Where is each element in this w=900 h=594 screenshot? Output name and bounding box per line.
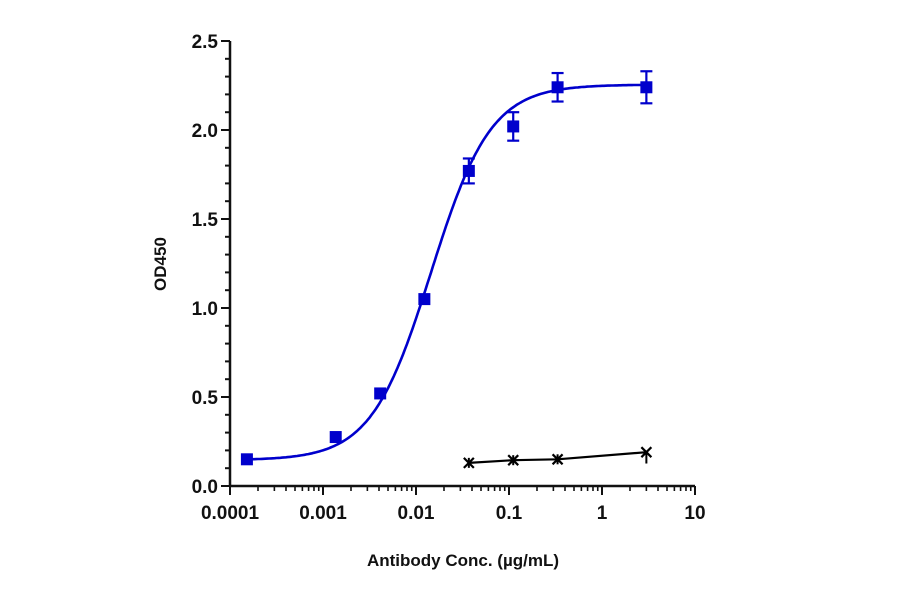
x-tick-label: 0.001: [299, 503, 347, 524]
data-point-asterisk: [463, 457, 475, 469]
fit-line-series-2: [468, 451, 647, 464]
x-axis: 0.0001 0.001 0.01 0.1 1 10: [201, 484, 706, 524]
data-point-asterisk: [640, 446, 653, 458]
data-point-asterisk: [551, 453, 564, 466]
x-tick-label: 0.1: [496, 503, 523, 524]
x-tick-label: 1: [597, 503, 608, 524]
x-tick-label: 0.0001: [201, 503, 260, 524]
y-tick-label: 1.5: [192, 210, 219, 231]
y-tick-label: 0.5: [192, 388, 219, 409]
y-tick-label: 1.0: [192, 299, 218, 320]
data-point-square: [507, 120, 520, 133]
data-point-asterisk: [507, 454, 519, 466]
y-axis: 0.0 0.5 1.0 1.5 2.0 2.5: [192, 32, 232, 498]
y-axis-title: OD450: [151, 237, 170, 291]
data-point-square: [640, 81, 653, 94]
data-point-square: [462, 164, 475, 177]
data-point-square: [374, 387, 387, 400]
data-point-square: [551, 81, 564, 94]
y-tick-label: 0.0: [192, 477, 218, 498]
data-point-square: [329, 431, 342, 444]
x-tick-label: 0.01: [398, 503, 435, 524]
y-tick-label: 2.5: [192, 32, 219, 53]
fit-curve-series-1: [246, 83, 645, 461]
y-tick-label: 2.0: [192, 121, 218, 142]
x-axis-title: Antibody Conc. (µg/mL): [367, 551, 559, 570]
plot-area: [240, 70, 653, 469]
data-point-square: [418, 293, 431, 306]
data-point-square: [240, 453, 253, 466]
x-tick-label: 10: [684, 503, 705, 524]
